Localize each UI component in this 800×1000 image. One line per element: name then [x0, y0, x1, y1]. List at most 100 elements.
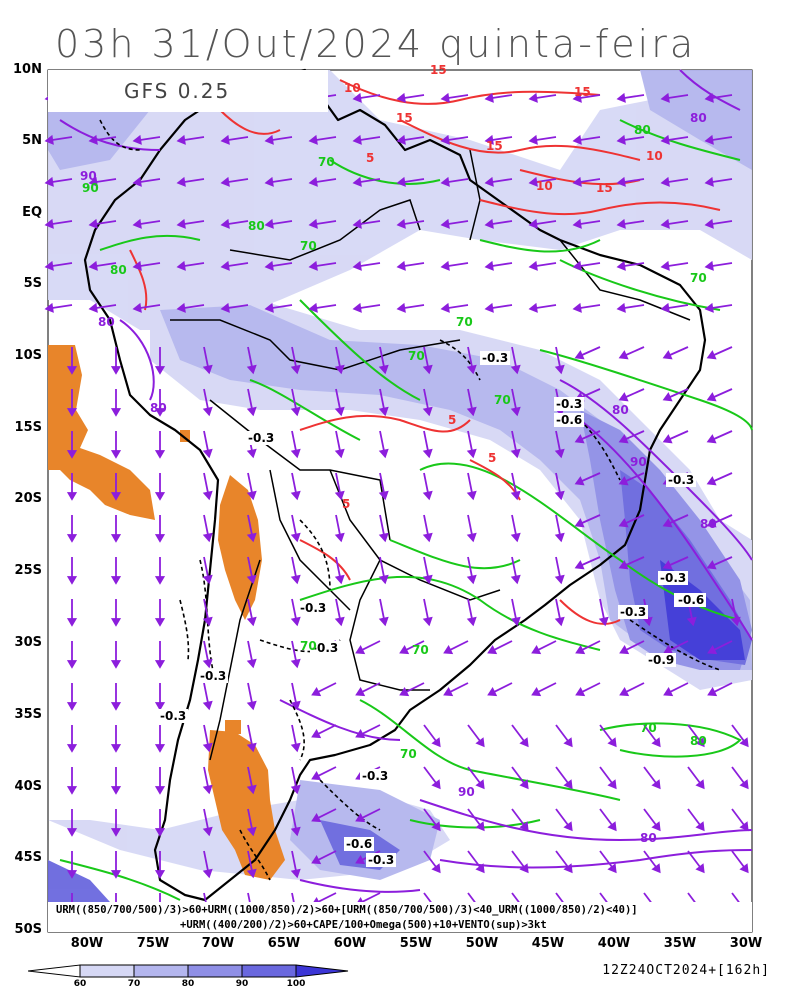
wind-arrowhead — [66, 450, 78, 459]
wind-arrow — [599, 598, 605, 619]
wind-arrow — [228, 304, 249, 309]
wind-arrowhead — [154, 576, 166, 585]
wind-arrow — [184, 136, 205, 141]
wind-arrow — [317, 724, 337, 735]
wind-arrow — [713, 682, 733, 693]
wind-arrowhead — [66, 744, 78, 753]
wind-arrow — [668, 136, 689, 141]
wind-arrowhead — [66, 366, 78, 375]
wind-arrowhead — [431, 863, 441, 874]
omega-label: -0.6 — [678, 593, 704, 607]
wind-arrowhead — [290, 616, 301, 627]
wind-arrowhead — [202, 448, 213, 459]
wind-arrow — [361, 682, 381, 693]
wind-arrowhead — [554, 364, 565, 375]
wind-arrow — [404, 94, 425, 99]
wind-arrowhead — [660, 92, 670, 103]
wind-arrow — [316, 178, 337, 183]
wind-arrowhead — [154, 828, 166, 837]
wind-arrowhead — [519, 779, 529, 790]
wind-arrow — [712, 136, 733, 141]
wind-arrowhead — [154, 366, 166, 375]
wind-arrowhead — [202, 406, 213, 417]
wind-arrowhead — [616, 92, 626, 103]
wind-arrowhead — [528, 176, 538, 187]
wind-arrow — [405, 640, 425, 651]
wind-arrowhead — [66, 408, 78, 417]
wind-arrow — [291, 430, 297, 451]
wind-arrow — [247, 556, 253, 577]
wind-arrowhead — [110, 744, 122, 753]
wind-arrow — [247, 766, 253, 787]
wind-arrowhead — [88, 260, 98, 271]
wind-arrowhead — [202, 490, 213, 501]
wind-arrow — [467, 514, 473, 535]
wind-arrow — [643, 766, 657, 784]
wind-arrow — [291, 514, 297, 535]
wind-arrow — [203, 682, 209, 703]
wind-arrowhead — [660, 176, 670, 187]
lon-label: 45W — [531, 936, 565, 951]
cape-red-label: 5 — [448, 413, 456, 427]
wind-arrow — [624, 94, 645, 99]
wind-arrowhead — [662, 518, 673, 528]
wind-arrow — [581, 682, 601, 693]
wind-arrow — [687, 850, 701, 868]
urm-green-label: 70 — [300, 239, 317, 253]
coastline — [83, 68, 707, 902]
omega-label-bg — [366, 853, 396, 867]
urm-purple-label: 80 — [640, 831, 657, 845]
wind-arrowhead — [616, 176, 626, 187]
wind-arrowhead — [264, 134, 274, 145]
wind-arrowhead — [695, 863, 705, 874]
wind-arrow — [555, 556, 561, 577]
wind-arrowhead — [220, 302, 230, 313]
wind-arrow — [511, 472, 517, 493]
wind-arrow — [360, 178, 381, 183]
wind-arrow — [492, 220, 513, 225]
wind-arrowhead — [528, 218, 538, 229]
omega-label-bg — [554, 413, 584, 427]
wind-arrow — [713, 430, 733, 440]
wind-arrowhead — [378, 364, 389, 375]
wind-arrow — [581, 556, 601, 566]
wind-arrowhead — [202, 826, 213, 837]
lat-label: 10N — [13, 62, 42, 77]
omega-label: -0.9 — [648, 653, 674, 667]
wind-arrow — [713, 472, 733, 482]
wind-arrowhead — [572, 218, 582, 229]
wind-arrowhead — [618, 476, 629, 486]
wind-arrow — [448, 136, 469, 141]
wind-arrowhead — [352, 302, 362, 313]
wind-arrow — [423, 850, 437, 868]
wind-arrowhead — [311, 729, 322, 739]
wind-arrowhead — [484, 260, 494, 271]
lat-label: 5N — [22, 133, 42, 148]
wind-arrowhead — [44, 302, 54, 313]
wind-arrowhead — [662, 434, 673, 444]
wind-arrow — [449, 682, 469, 693]
wind-arrowhead — [704, 260, 714, 271]
wind-arrow — [203, 640, 209, 661]
wind-arrow — [423, 766, 437, 784]
wind-arrow — [581, 430, 601, 440]
wind-arrow — [713, 556, 733, 566]
omega-label: -0.3 — [668, 473, 694, 487]
wind-arrowhead — [290, 406, 301, 417]
urm-purple-label: 80 — [612, 403, 629, 417]
urm-green-label: 70 — [400, 747, 417, 761]
wind-arrowhead — [531, 645, 542, 655]
wind-arrow — [448, 94, 469, 99]
wind-arrowhead — [290, 490, 301, 501]
wind-arrowhead — [706, 518, 717, 528]
wind-arrowhead — [110, 408, 122, 417]
wind-arrow — [669, 430, 689, 440]
urm-green-label: 70 — [456, 315, 473, 329]
wind-arrow — [404, 262, 425, 267]
wind-arrow — [492, 262, 513, 267]
wind-arrowhead — [88, 176, 98, 187]
omega-label-bg — [618, 605, 648, 619]
wind-arrow — [335, 514, 341, 535]
wind-arrowhead — [246, 490, 257, 501]
